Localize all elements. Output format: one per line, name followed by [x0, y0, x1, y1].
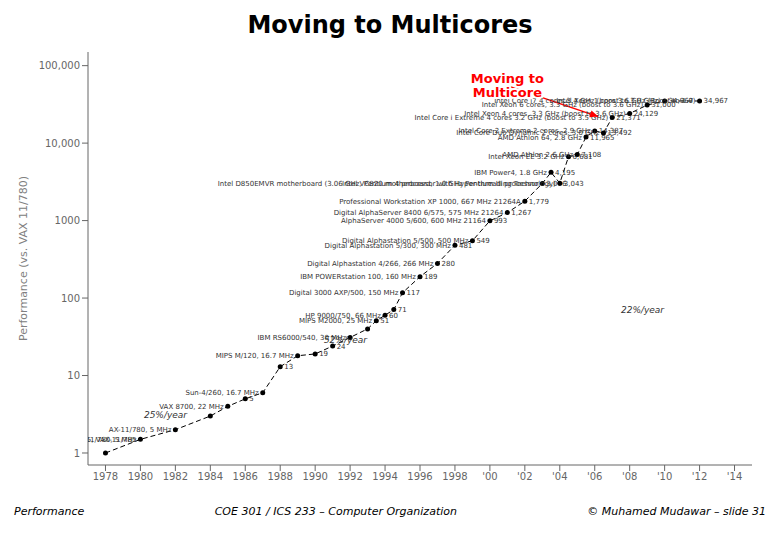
svg-text:AMD Athlon 64, 2.8 GHz: AMD Athlon 64, 2.8 GHz [497, 133, 582, 142]
svg-text:'04: '04 [552, 471, 567, 482]
svg-text:31,000: 31,000 [651, 101, 676, 110]
svg-text:IBM Power4, 1.8 GHz: IBM Power4, 1.8 GHz [474, 169, 547, 177]
svg-text:993: 993 [494, 217, 507, 225]
svg-text:Intel Xeon 4 cores, 3.3 GHz (b: Intel Xeon 4 cores, 3.3 GHz (boost to 3.… [464, 110, 626, 118]
svg-text:HP 9000/750, 66 MHz: HP 9000/750, 66 MHz [305, 312, 381, 320]
svg-text:'08: '08 [622, 471, 637, 482]
html-text:Moving to Multicores: Moving to Multicores [247, 11, 533, 39]
svg-text:1980: 1980 [128, 471, 153, 482]
svg-text:71: 71 [398, 306, 407, 314]
svg-text:VAX 8700, 22 MHz: VAX 8700, 22 MHz [159, 402, 224, 411]
svg-text:Sun-4/260, 16.7 MHz: Sun-4/260, 16.7 MHz [185, 389, 259, 397]
svg-text:7,108: 7,108 [581, 151, 601, 159]
svg-text:100,000: 100,000 [39, 60, 80, 71]
svg-text:117: 117 [407, 289, 420, 297]
svg-text:AX-11/780, 5 MHz: AX-11/780, 5 MHz [109, 426, 172, 434]
svg-text:280: 280 [441, 260, 454, 268]
svg-text:549: 549 [476, 237, 489, 245]
svg-text:10: 10 [67, 370, 80, 381]
svg-text:21,371: 21,371 [616, 114, 641, 122]
svg-text:Digital 3000 AXP/500, 150 MHz: Digital 3000 AXP/500, 150 MHz [289, 289, 399, 297]
svg-text:Intel Core i Extreme 4 cores 3: Intel Core i Extreme 4 cores 3.2 GHz (bo… [414, 114, 609, 122]
svg-text:52%/year: 52%/year [324, 335, 368, 345]
svg-text:1: 1 [74, 448, 80, 459]
svg-text:100: 100 [61, 293, 80, 304]
svg-text:13: 13 [284, 363, 293, 371]
svg-text:51: 51 [380, 317, 389, 325]
svg-text:13,492: 13,492 [607, 129, 632, 137]
svg-text:22%/year: 22%/year [621, 305, 665, 315]
svg-text:Digital Alphastation 5/500, 50: Digital Alphastation 5/500, 500 MHz [342, 237, 469, 245]
svg-text:'02: '02 [517, 471, 532, 482]
svg-text:Intel D850EMVR motherboard (3.: Intel D850EMVR motherboard (3.06 GHz, Pe… [218, 180, 556, 188]
svg-text:189: 189 [424, 273, 437, 281]
svg-text:Digital Alphastation 5/300, 30: Digital Alphastation 5/300, 300 MHz [324, 241, 451, 250]
svg-text:1994: 1994 [372, 471, 397, 482]
svg-text:25%/year: 25%/year [144, 410, 188, 420]
svg-text:60: 60 [389, 312, 398, 320]
svg-text:'12: '12 [692, 471, 707, 482]
svg-text:MIPS M/120, 16.7 MHz: MIPS M/120, 16.7 MHz [216, 352, 294, 360]
svg-text:AlphaServer 4000 5/600, 600 MH: AlphaServer 4000 5/600, 600 MHz 21164 [341, 217, 486, 225]
svg-text:1988: 1988 [267, 471, 292, 482]
svg-text:1984: 1984 [198, 471, 223, 482]
svg-text:1,779: 1,779 [529, 198, 549, 206]
svg-text:4,195: 4,195 [555, 169, 575, 177]
html-text:© Muhamed Mudawar – slide 31: © Muhamed Mudawar – slide 31 [587, 505, 766, 518]
svg-text:1986: 1986 [233, 471, 258, 482]
svg-text:1982: 1982 [163, 471, 188, 482]
svg-text:1978: 1978 [93, 471, 118, 482]
svg-text:Intel Core Duo Dynamic 2 cores: Intel Core Duo Dynamic 2 cores, 3.0 GHz [456, 129, 600, 137]
svg-text:'00: '00 [482, 471, 497, 482]
svg-text:24,129: 24,129 [634, 110, 659, 118]
svg-text:19: 19 [319, 350, 328, 358]
svg-text:5: 5 [249, 395, 254, 404]
svg-text:Intel Xeon 1 core 3.6 GHz (Boo: Intel Xeon 1 core 3.6 GHz (Boost to 1.0) [556, 97, 696, 105]
svg-text:'10: '10 [657, 471, 672, 482]
svg-text:IBM RS6000/540, 30 MHz: IBM RS6000/540, 30 MHz [257, 333, 347, 342]
svg-text:'14: '14 [727, 471, 742, 482]
svg-text:MIPS M2000, 25 MHz: MIPS M2000, 25 MHz [298, 317, 373, 326]
svg-text:IBM POWERstation 100, 160 MHz: IBM POWERstation 100, 160 MHz [300, 273, 416, 281]
svg-text:Professional Workstation XP 10: Professional Workstation XP 1000, 667 MH… [339, 198, 521, 206]
svg-text:AMD Athlon 2.6 GHz: AMD Athlon 2.6 GHz [502, 151, 573, 159]
svg-text:24: 24 [336, 342, 346, 351]
svg-text:Intel Xeon 6 cores, 3.3 GHz (b: Intel Xeon 6 cores, 3.3 GHz (boost to 3.… [481, 101, 644, 110]
svg-text:34,967: 34,967 [704, 97, 729, 105]
svg-text:AX-11/780, 5 MHz: AX-11/780, 5 MHz [88, 436, 137, 444]
svg-text:1,267: 1,267 [511, 209, 531, 217]
svg-text:3,043: 3,043 [564, 180, 584, 188]
html-text:COE 301 / ICS 233 – Computer O: COE 301 / ICS 233 – Computer Organizatio… [214, 505, 457, 518]
svg-text:1992: 1992 [337, 471, 362, 482]
svg-text:1998: 1998 [442, 471, 467, 482]
svg-text:481: 481 [458, 241, 473, 250]
svg-text:1996: 1996 [407, 471, 432, 482]
svg-text:Digital Alphastation 4/266, 26: Digital Alphastation 4/266, 266 MHz [307, 260, 434, 268]
svg-text:Moving toMulticore: Moving toMulticore [471, 71, 544, 100]
svg-text:11,965: 11,965 [590, 133, 615, 142]
svg-text:1000: 1000 [55, 215, 80, 226]
svg-text:Performance (vs. VAX 11/780): Performance (vs. VAX 11/780) [17, 176, 30, 341]
svg-text:1990: 1990 [302, 471, 327, 482]
svg-text:Digital AlphaServer 8400 6/575: Digital AlphaServer 8400 6/575, 575 MHz … [334, 209, 504, 217]
svg-text:10,000: 10,000 [45, 138, 80, 149]
svg-text:'06: '06 [587, 471, 602, 482]
html-text:Performance: Performance [14, 505, 85, 518]
svg-text:1.5, VAX-11/785: 1.5, VAX-11/785 [88, 436, 136, 444]
